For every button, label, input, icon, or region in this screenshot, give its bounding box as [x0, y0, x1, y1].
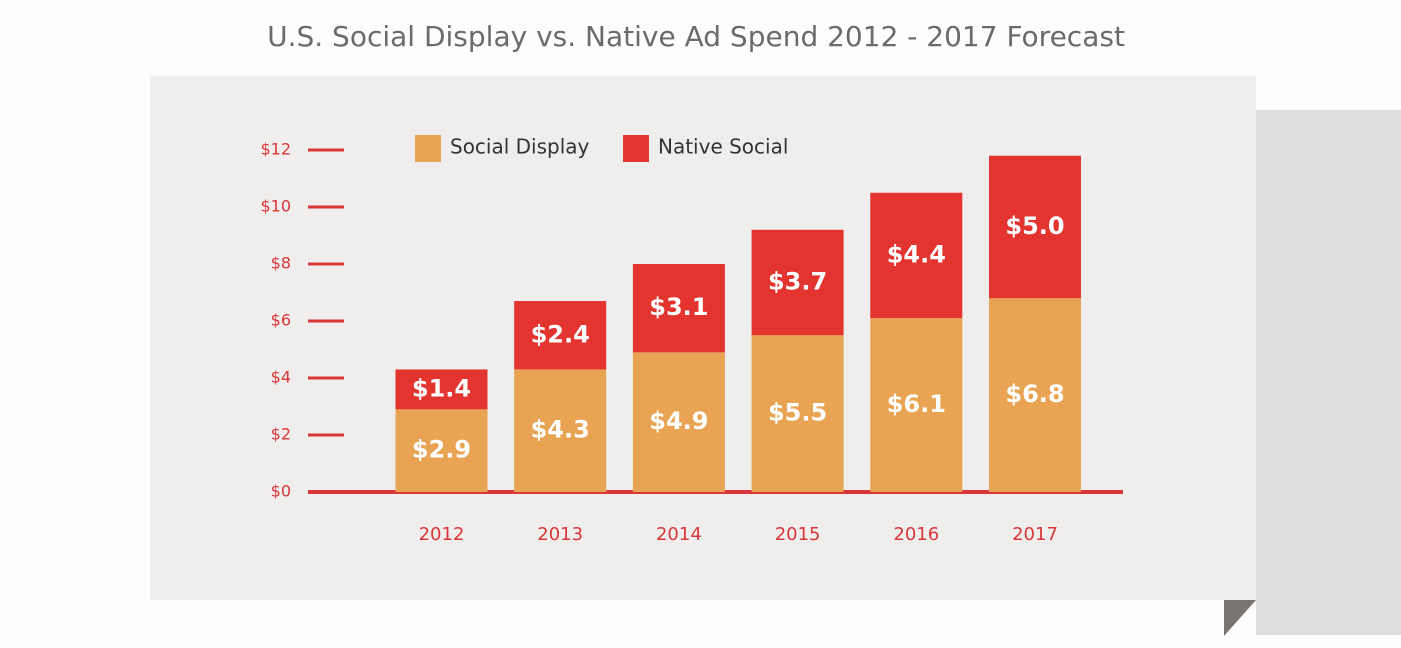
y-tick-label: $12	[260, 140, 291, 159]
chart-title: U.S. Social Display vs. Native Ad Spend …	[267, 20, 1125, 53]
data-label: $3.1	[649, 293, 708, 321]
y-tick-label: $6	[271, 311, 291, 330]
y-tick-label: $10	[260, 197, 291, 216]
x-tick-label: 2012	[419, 524, 465, 545]
x-tick-label: 2014	[656, 524, 702, 545]
fold	[1224, 600, 1256, 636]
y-tick-label: $0	[271, 482, 291, 501]
data-label: $4.4	[887, 240, 946, 268]
bar-segment	[870, 192, 963, 319]
x-tick-label: 2013	[537, 524, 583, 545]
bar-segment	[870, 318, 963, 492]
bar-segment	[751, 229, 844, 336]
y-tick-label: $8	[271, 254, 291, 273]
data-label: $2.9	[412, 436, 471, 464]
x-tick-label: 2016	[893, 524, 939, 545]
data-label: $6.1	[887, 390, 946, 418]
x-tick-label: 2017	[1012, 524, 1058, 545]
x-tick-label: 2015	[775, 524, 821, 545]
bar-segment	[514, 301, 607, 370]
bar-segment	[989, 298, 1081, 492]
y-tick-label: $4	[271, 368, 291, 387]
bar-segment	[632, 264, 725, 353]
bar-segment	[989, 155, 1081, 299]
data-label: $4.9	[649, 407, 708, 435]
legend-label: Social Display	[450, 135, 590, 159]
backdrop	[1256, 110, 1401, 635]
legend-label: Native Social	[658, 135, 788, 159]
data-label: $5.5	[768, 399, 827, 427]
bar-segment	[751, 335, 844, 492]
legend-swatch	[415, 135, 441, 162]
bar-segment	[514, 369, 607, 492]
data-label: $5.0	[1005, 212, 1064, 240]
data-label: $4.3	[531, 416, 590, 444]
bar-segment	[395, 369, 488, 410]
bar-segment	[395, 409, 488, 492]
data-label: $3.7	[768, 268, 827, 296]
data-label: $1.4	[412, 374, 471, 402]
legend-swatch	[623, 135, 649, 162]
bar-segment	[632, 352, 725, 492]
data-label: $2.4	[531, 320, 590, 348]
data-label: $6.8	[1005, 380, 1064, 408]
y-tick-label: $2	[271, 425, 291, 444]
